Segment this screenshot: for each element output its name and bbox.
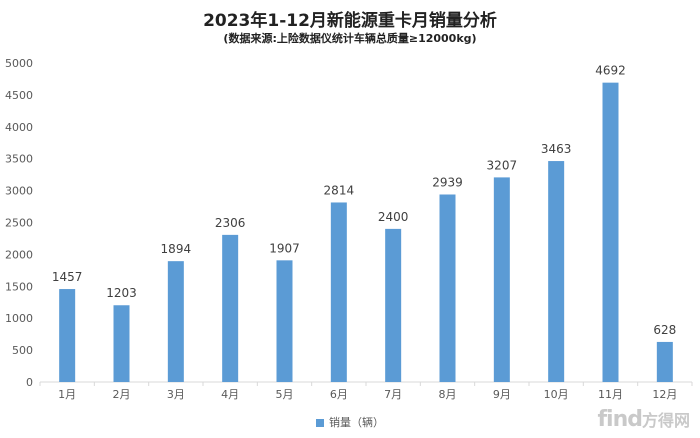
legend: 销量（辆） — [0, 414, 700, 430]
y-tick-label: 500 — [12, 344, 33, 357]
x-tick-label: 5月 — [276, 388, 294, 401]
y-tick-label: 5000 — [5, 57, 33, 70]
watermark-logo: find方得网 — [597, 407, 690, 432]
chart-subtitle: (数据来源:上险数据仪统计车辆总质量≥12000kg) — [223, 32, 477, 45]
x-tick-label: 4月 — [221, 388, 239, 401]
x-tick-label: 12月 — [652, 388, 677, 401]
x-tick-label: 1月 — [58, 388, 76, 401]
data-label: 1457 — [52, 270, 83, 284]
watermark-latin: find — [597, 407, 643, 432]
data-label: 1907 — [269, 241, 300, 255]
watermark-cn: 方得网 — [641, 411, 690, 430]
x-tick-label: 6月 — [330, 388, 348, 401]
y-tick-label: 3000 — [5, 185, 33, 198]
x-tick-label: 7月 — [384, 388, 402, 401]
data-label: 3207 — [487, 158, 518, 172]
x-tick-label: 10月 — [544, 388, 569, 401]
y-tick-label: 3500 — [5, 153, 33, 166]
bar — [493, 177, 510, 382]
x-tick-label: 9月 — [493, 388, 511, 401]
data-label: 2400 — [378, 210, 409, 224]
data-label: 4692 — [595, 64, 626, 78]
y-tick-label: 0 — [26, 376, 33, 389]
y-tick-label: 4500 — [5, 89, 33, 102]
data-label: 1203 — [106, 286, 137, 300]
x-tick-label: 11月 — [598, 388, 623, 401]
y-tick-label: 1000 — [5, 312, 33, 325]
data-label: 2814 — [324, 183, 355, 197]
data-label: 628 — [653, 323, 676, 337]
bar — [548, 161, 565, 382]
bar — [167, 261, 184, 382]
y-tick-label: 2500 — [5, 217, 33, 230]
bar — [602, 82, 619, 383]
data-label: 1894 — [161, 242, 192, 256]
y-tick-label: 2000 — [5, 248, 33, 261]
data-label: 2939 — [432, 175, 463, 189]
x-tick-label: 8月 — [439, 388, 457, 401]
bar — [330, 202, 347, 382]
y-tick-label: 1500 — [5, 280, 33, 293]
data-label: 3463 — [541, 142, 572, 156]
y-tick-label: 4000 — [5, 121, 33, 134]
chart-title: 2023年1-12月新能源重卡月销量分析 — [203, 11, 497, 31]
bar — [59, 289, 76, 382]
legend-label: 销量（辆） — [329, 416, 384, 429]
bar — [113, 305, 130, 382]
legend-swatch — [316, 419, 324, 427]
data-label: 2306 — [215, 216, 246, 230]
bar — [222, 234, 239, 382]
bar — [656, 341, 673, 382]
x-tick-label: 3月 — [167, 388, 185, 401]
bar — [439, 194, 456, 382]
bar — [385, 228, 402, 382]
x-tick-label: 2月 — [113, 388, 131, 401]
bar — [276, 260, 293, 382]
